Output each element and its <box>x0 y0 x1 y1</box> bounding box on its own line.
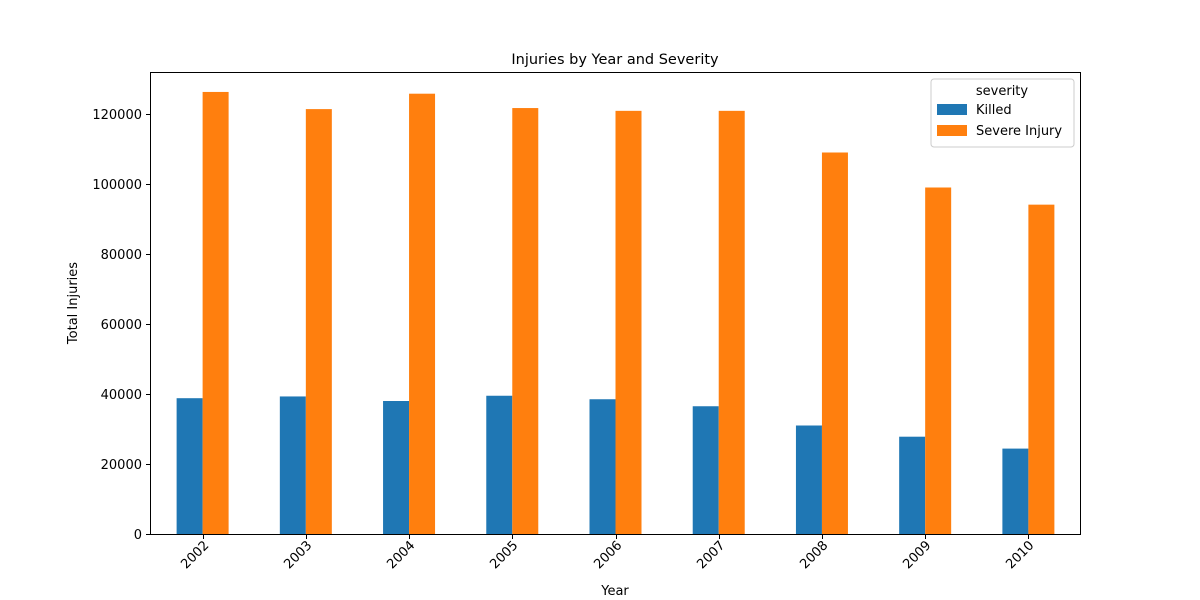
legend-entry-label: Killed <box>976 103 1012 118</box>
chart-title: Injuries by Year and Severity <box>511 52 719 68</box>
y-tick-label: 20000 <box>101 458 142 473</box>
y-axis: 0 20000 40000 60000 80000 100000 120000 <box>92 108 151 543</box>
plot-frame <box>150 72 1081 535</box>
x-tick-label: 2002 <box>178 538 212 572</box>
bar-killed-2008 <box>795 425 822 534</box>
x-tick-label: 2003 <box>281 538 315 572</box>
x-tick-label: 2004 <box>384 538 418 572</box>
bar-killed-2006 <box>589 399 616 534</box>
bar-severe-injury-2003 <box>305 109 332 534</box>
x-tick-label: 2005 <box>487 538 521 572</box>
x-tick-label: 2008 <box>797 538 831 572</box>
x-tick-label: 2007 <box>694 538 728 572</box>
bars-layer <box>176 91 1055 535</box>
y-tick-label: 80000 <box>101 248 142 263</box>
bar-killed-2009 <box>899 436 926 534</box>
bar-severe-injury-2009 <box>925 187 952 534</box>
x-axis: 2002 2003 2004 2005 2006 2007 2008 2009 2010 <box>178 534 1037 572</box>
x-tick-label: 2010 <box>1003 538 1037 572</box>
bar-killed-2010 <box>1002 448 1029 534</box>
bar-killed-2005 <box>486 395 513 534</box>
x-tick-label: 2006 <box>591 538 625 572</box>
bar-severe-injury-2004 <box>409 93 436 534</box>
y-tick-label: 100000 <box>92 178 142 193</box>
y-tick-label: 60000 <box>101 318 142 333</box>
y-tick-label: 40000 <box>101 388 142 403</box>
x-tick-label: 2009 <box>900 538 934 572</box>
bar-killed-2004 <box>383 401 410 534</box>
bar-severe-injury-2002 <box>202 91 229 534</box>
legend: severity Killed Severe Injury <box>930 78 1075 148</box>
x-axis-label: Year <box>600 584 629 599</box>
legend-swatch <box>937 104 967 115</box>
bar-severe-injury-2008 <box>821 152 848 534</box>
bar-severe-injury-2005 <box>512 108 539 535</box>
bar-severe-injury-2007 <box>718 110 745 534</box>
y-tick-label: 120000 <box>92 108 142 123</box>
y-tick-label: 0 <box>134 528 142 543</box>
legend-swatch <box>937 125 967 136</box>
legend-entry-label: Severe Injury <box>976 124 1062 139</box>
bar-killed-2002 <box>176 398 203 534</box>
legend-title: severity <box>976 84 1029 99</box>
bar-severe-injury-2010 <box>1028 204 1055 534</box>
bar-severe-injury-2006 <box>615 110 642 534</box>
bar-killed-2003 <box>279 396 306 534</box>
y-axis-label: Total Injuries <box>66 262 81 345</box>
bar-killed-2007 <box>692 406 719 534</box>
